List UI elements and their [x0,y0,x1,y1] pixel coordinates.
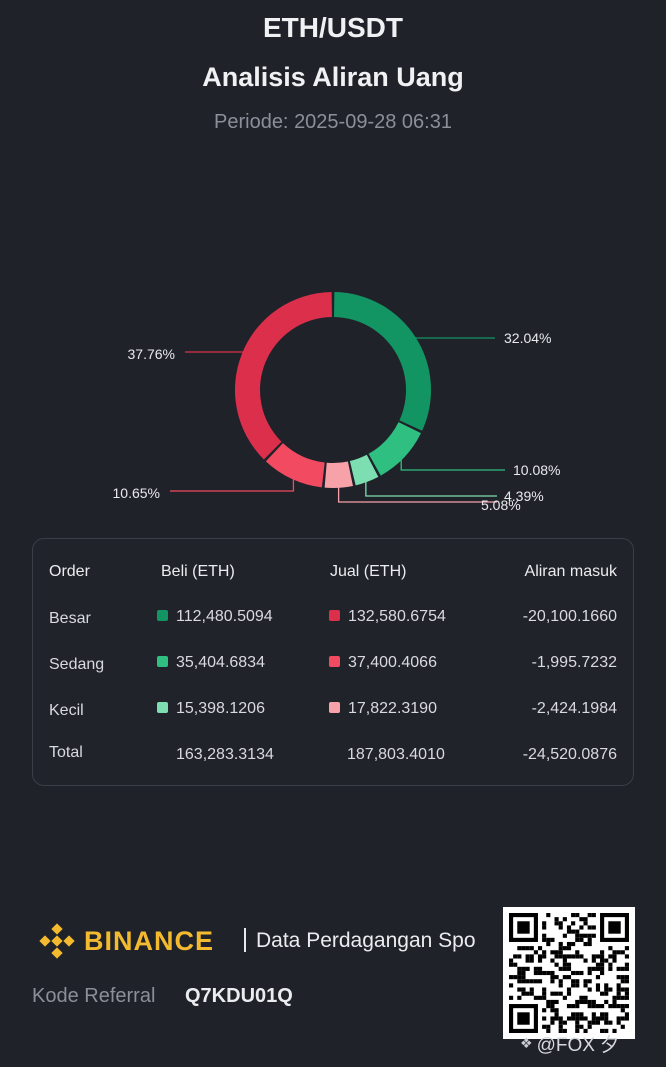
buy-value-besar: 112,480.5094 [157,608,273,626]
column-header-sell: Jual (ETH) [330,563,407,580]
period-line: Periode: 2025-09-28 06:31 [0,111,666,134]
row-label-sedang: Sedang [49,656,105,673]
column-header-order: Order [49,563,90,580]
referral-code: Q7KDU01Q [185,985,293,1007]
slice-leader-line [185,351,247,355]
row-label-kecil: Kecil [49,702,84,719]
column-header-buy: Beli (ETH) [161,563,235,580]
sell-value-besar: 132,580.6754 [329,608,446,626]
slice-leader-line [411,337,495,340]
slice-label: 10.08% [513,462,560,478]
footer-tagline: Data Perdagangan Spo [256,929,476,952]
brand-name: BINANCE [84,925,215,956]
slice-label: 10.65% [113,485,160,501]
watermark-text: @FOX 夕 [536,1035,620,1056]
slice-label: 5.08% [481,497,521,513]
donut-slice [334,292,431,431]
inflow-value-kecil: -2,424.1984 [531,700,617,717]
inflow-value-sedang: -1,995.7232 [531,654,617,671]
slice-leader-line [400,454,505,471]
slice-label: 37.76% [128,346,175,362]
buy-value-sedang: 35,404.6834 [157,654,265,672]
page-title: Analisis Aliran Uang [202,62,464,92]
qr-code-image [509,913,629,1033]
donut-slice [324,461,353,488]
inflow-total: -24,520.0876 [522,746,617,763]
order-flow-table: Order Beli (ETH) Jual (ETH) Aliran masuk… [32,538,634,786]
donut-slice [265,443,325,488]
binance-diamond-icon [39,923,75,959]
money-flow-donut-chart: 32.04% 10.08% 4.39%5.08% 10.65% 37.76% [113,292,560,513]
period-value: 2025-09-28 06:31 [294,111,452,133]
footer-divider [244,928,246,952]
sell-legend-swatch [329,610,340,621]
buy-legend-swatch [157,656,168,667]
sell-legend-swatch [329,702,340,713]
trading-pair-title: ETH/USDT [263,12,403,43]
binance-logo: BINANCE [38,922,214,960]
diamond-icon: ❖ [520,1035,533,1051]
row-label-besar: Besar [49,610,91,627]
inflow-value-besar: -20,100.1660 [522,608,617,625]
referral-label: Kode Referral [32,985,156,1007]
row-label-total: Total [49,744,83,761]
sell-value-text: 132,580.6754 [348,608,446,625]
sell-legend-swatch [329,656,340,667]
sell-value-text: 17,822.3190 [348,700,437,717]
qr-code[interactable] [503,907,635,1039]
sell-value-sedang: 37,400.4066 [329,654,437,672]
column-header-inflow: Aliran masuk [524,563,617,580]
buy-value-text: 112,480.5094 [176,608,273,625]
buy-value-text: 35,404.6834 [176,654,265,671]
buy-total: 163,283.3134 [176,746,274,763]
buy-legend-swatch [157,702,168,713]
slice-leader-line [365,478,497,497]
slice-label: 32.04% [504,330,551,346]
slice-leader-line [170,475,295,492]
period-label: Periode: [214,111,289,133]
sell-total: 187,803.4010 [347,746,445,763]
slice-leader-line [337,483,497,503]
donut-slice [368,422,421,476]
buy-value-kecil: 15,398.1206 [157,700,265,718]
buy-legend-swatch [157,610,168,621]
donut-slice [235,292,332,460]
donut-slice [349,454,379,486]
watermark: ❖ @FOX 夕 [520,1030,619,1057]
buy-value-text: 15,398.1206 [176,700,265,717]
sell-value-text: 37,400.4066 [348,654,437,671]
sell-value-kecil: 17,822.3190 [329,700,437,718]
slice-label: 4.39% [504,488,544,504]
